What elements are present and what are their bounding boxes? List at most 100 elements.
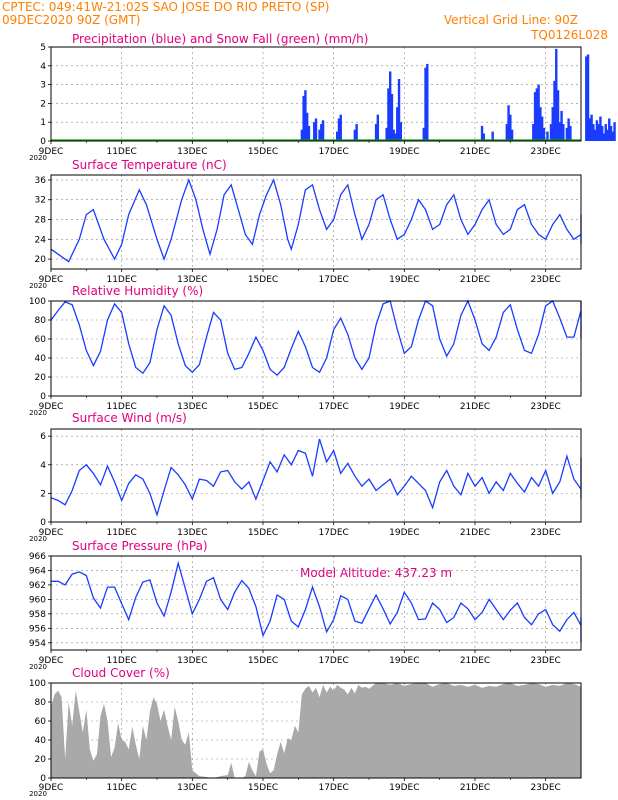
cloud-xtick-label: 21DEC xyxy=(460,783,490,793)
precip-bar xyxy=(389,71,392,141)
precip-bar xyxy=(385,127,388,141)
model-altitude: Model Altitude: 437.23 m xyxy=(300,566,452,580)
press-ytick-label: 962 xyxy=(29,581,46,591)
precip-xtick-label: 19DEC xyxy=(389,147,419,157)
precip-bar xyxy=(532,124,535,141)
temp-xtick-label: 23DEC xyxy=(530,275,560,285)
precip-bar xyxy=(551,107,554,141)
press-xtick-label: 17DEC xyxy=(318,656,348,666)
precip-bar xyxy=(374,124,378,141)
precip-bar xyxy=(491,131,494,141)
precip-bar xyxy=(602,133,606,141)
wind-xtick-label: 17DEC xyxy=(318,528,348,538)
precip-bar xyxy=(593,129,597,141)
cloud-ytick-label: 60 xyxy=(35,717,47,727)
temp-xtick-label: 13DEC xyxy=(177,275,207,285)
precip-bar xyxy=(569,125,572,141)
precip-title: Precipitation (blue) and Snow Fall (gree… xyxy=(72,32,368,46)
press-panel: Surface Pressure (hPa) 954 956 958 960 962 964… xyxy=(29,539,582,671)
temp-xtick-label: 11DEC xyxy=(106,275,136,285)
wind-xtick-label: 21DEC xyxy=(460,528,490,538)
precip-bar xyxy=(599,116,602,141)
precip-bar xyxy=(606,129,609,141)
precip-xtick-label: 23DEC xyxy=(530,147,560,157)
precip-bar xyxy=(318,129,321,141)
temp-xtick-label: 9DEC xyxy=(39,275,64,285)
temp-frame xyxy=(50,174,582,270)
precip-bar xyxy=(399,122,402,141)
wind-xtick-label: 19DEC xyxy=(389,528,419,538)
cloud-area xyxy=(51,683,581,778)
press-xtick-label: 9DEC xyxy=(39,656,64,666)
temp-ytick-label: 28 xyxy=(35,216,47,226)
precip-xtick-label: 9DEC xyxy=(39,147,64,157)
cloud-xtick-label: 13DEC xyxy=(177,783,207,793)
cloud-xtick-label: 11DEC xyxy=(106,783,136,793)
temp-year-label: 2020 xyxy=(29,282,47,290)
precip-bar xyxy=(539,107,542,141)
precip-bar xyxy=(397,78,401,141)
wind-year-label: 2020 xyxy=(29,535,47,543)
wind-frame xyxy=(50,428,582,523)
precip-bar xyxy=(542,127,546,141)
precip-ytick-label: 0 xyxy=(40,137,46,147)
temp-xtick-label: 21DEC xyxy=(460,275,490,285)
model-code: TQ0126L028 xyxy=(530,28,608,42)
wind-xtick-label: 23DEC xyxy=(530,528,560,538)
precip-bar xyxy=(560,110,563,141)
cloud-xtick-label: 15DEC xyxy=(248,783,278,793)
grid-line-note: Vertical Grid Line: 90Z xyxy=(444,13,578,27)
press-xtick-label: 11DEC xyxy=(106,656,136,666)
press-ytick-label: 958 xyxy=(29,610,46,620)
precip-xtick-label: 11DEC xyxy=(106,147,136,157)
press-ytick-label: 954 xyxy=(29,639,46,649)
humid-frame xyxy=(50,300,582,397)
temp-ytick-label: 20 xyxy=(35,255,47,265)
press-xtick-label: 15DEC xyxy=(248,656,278,666)
humid-xtick-label: 21DEC xyxy=(460,402,490,412)
humid-panel: Relative Humidity (%) 0 20 40 60 80 100 9DEC 11D… xyxy=(29,284,582,417)
panels-group: Precipitation (blue) and Snow Fall (gree… xyxy=(29,32,616,798)
precip-bar xyxy=(480,125,484,141)
humid-title: Relative Humidity (%) xyxy=(72,284,203,298)
precip-bar xyxy=(562,124,565,141)
precip-bar xyxy=(336,131,339,141)
precip-bar xyxy=(509,114,512,141)
wind-xtick-label: 9DEC xyxy=(39,528,64,538)
wind-ytick-label: 4 xyxy=(40,461,46,471)
press-ytick-label: 956 xyxy=(29,624,46,634)
station-header: CPTEC: 049:41W-21:02S SAO JOSE DO RIO PR… xyxy=(2,0,329,14)
precip-bar xyxy=(337,118,341,141)
precip-bar xyxy=(608,118,611,141)
precip-bar xyxy=(313,122,316,141)
precip-bar xyxy=(588,118,592,141)
precip-bar xyxy=(304,90,307,141)
precip-bar xyxy=(613,122,616,141)
precip-xtick-label: 21DEC xyxy=(460,147,490,157)
precip-bar xyxy=(307,125,311,141)
cloud-xtick-label: 9DEC xyxy=(39,783,64,793)
press-title: Surface Pressure (hPa) xyxy=(72,539,208,553)
humid-ytick-label: 20 xyxy=(35,373,47,383)
temp-line xyxy=(50,177,582,263)
precip-bar xyxy=(305,112,309,141)
press-xtick-label: 19DEC xyxy=(389,656,419,666)
precip-ytick-label: 5 xyxy=(40,43,46,53)
cloud-ytick-label: 40 xyxy=(35,736,47,746)
precip-bar xyxy=(320,124,323,141)
precip-bar xyxy=(553,80,556,141)
cloud-frame xyxy=(50,682,582,779)
precip-bar xyxy=(549,124,553,141)
precip-bar xyxy=(535,88,539,141)
precip-bar xyxy=(558,122,561,141)
precip-bar xyxy=(300,129,304,141)
press-xtick-label: 23DEC xyxy=(530,656,560,666)
precip-bar xyxy=(601,125,604,141)
press-xtick-label: 21DEC xyxy=(460,656,490,666)
press-line xyxy=(51,560,582,643)
temp-ytick-label: 32 xyxy=(35,196,46,206)
precip-bar xyxy=(597,124,600,141)
run-date: 09DEC2020 90Z (GMT) xyxy=(2,13,140,27)
precip-xtick-label: 15DEC xyxy=(248,147,278,157)
